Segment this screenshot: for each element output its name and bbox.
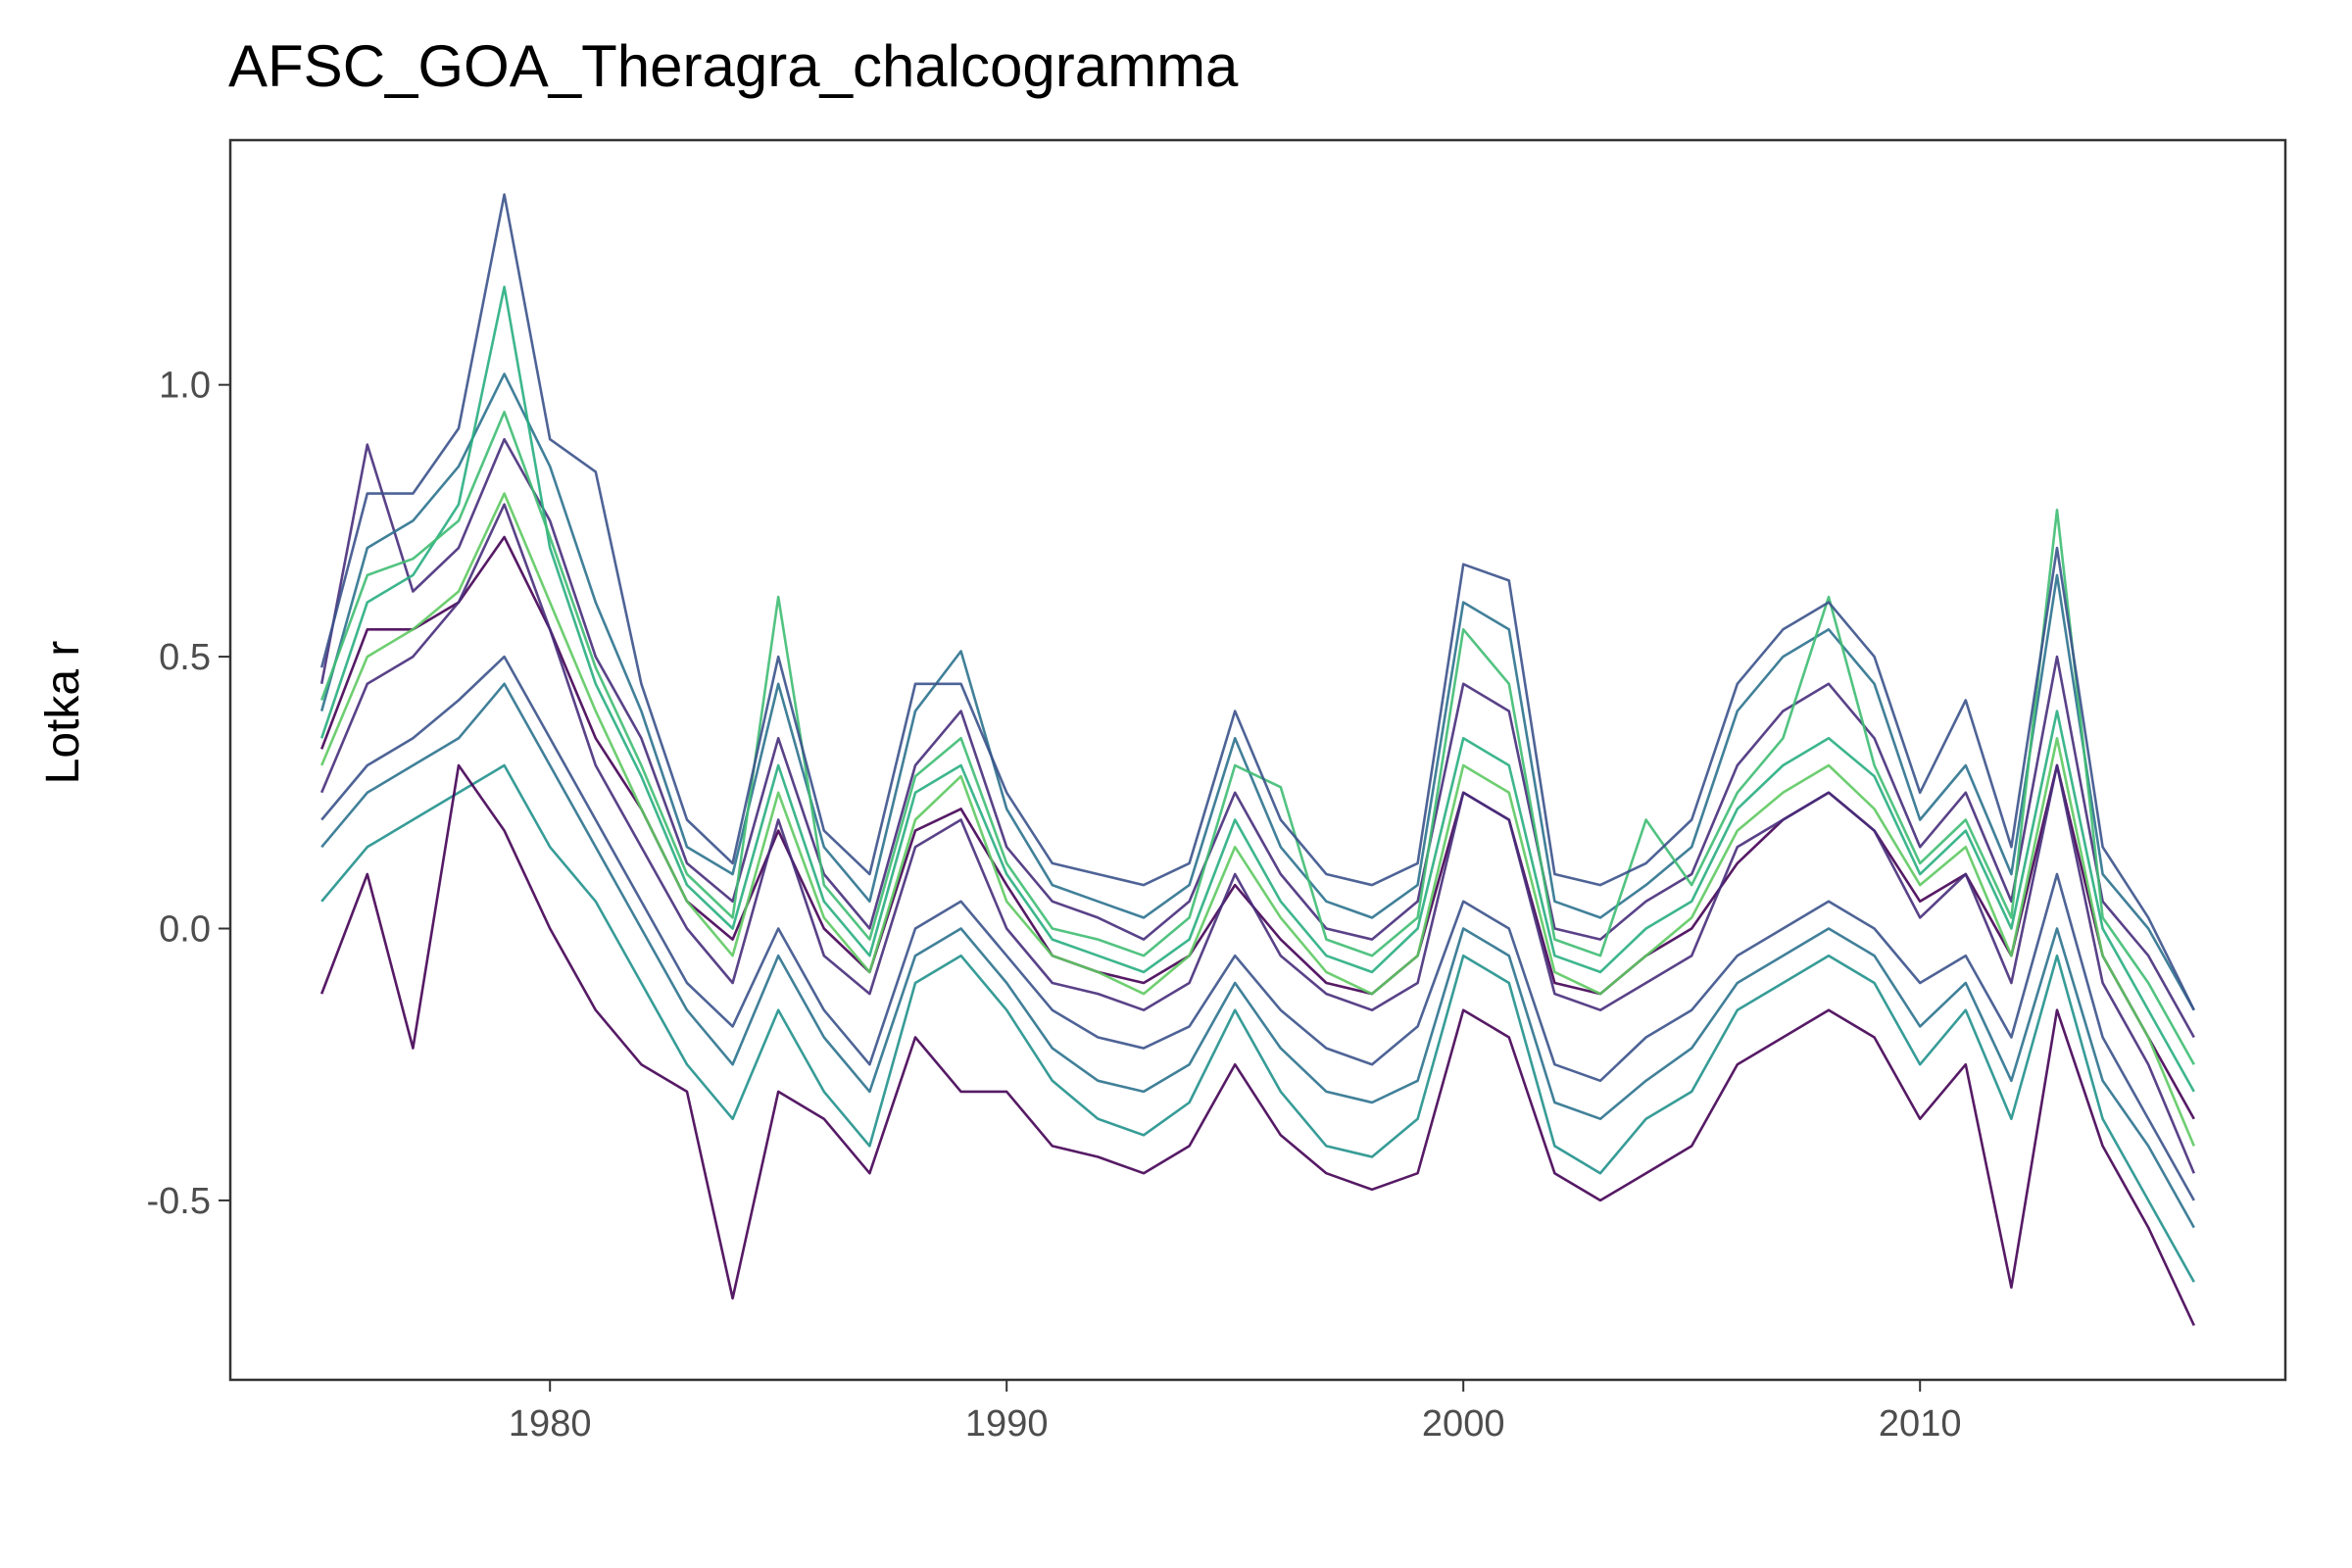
y-tick-label: 0.0 [159, 908, 211, 950]
chart-title: AFSC_GOA_Theragra_chalcogramma [228, 33, 1239, 99]
series-line-6 [319, 285, 2195, 1093]
series-line-4 [319, 372, 2195, 1011]
x-tick-label: 2010 [1879, 1403, 1962, 1445]
y-axis: -0.5 0.0 0.5 1.0 [147, 366, 230, 1222]
y-tick-label: 1.0 [159, 366, 211, 407]
series-layer [319, 193, 2195, 1327]
series-line-2 [319, 437, 2195, 1039]
series-line-12 [320, 682, 2195, 1229]
series-line-3 [320, 655, 2195, 1201]
y-axis-label: Lotka r [37, 641, 89, 785]
series-line-10 [320, 503, 2195, 1174]
y-tick-label: -0.5 [147, 1181, 211, 1222]
series-line-9 [319, 763, 2195, 1327]
x-tick-label: 1990 [965, 1403, 1049, 1445]
plot-panel-border [228, 138, 2287, 1382]
x-tick-label: 1980 [509, 1403, 592, 1445]
series-line-5 [320, 763, 2195, 1283]
series-line-11 [319, 193, 2195, 1011]
x-axis: 1980 1990 2000 2010 [509, 1380, 1962, 1445]
y-tick-label: 0.5 [159, 637, 211, 678]
series-line-8 [320, 492, 2195, 1147]
x-tick-label: 2000 [1422, 1403, 1505, 1445]
series-line-7 [319, 411, 2195, 1065]
